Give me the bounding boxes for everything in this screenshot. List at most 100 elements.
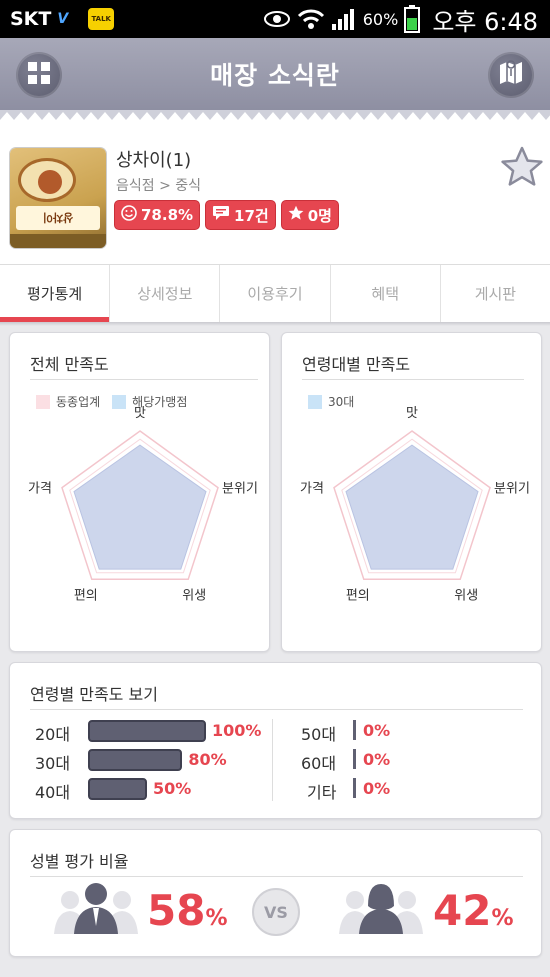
favorite-count-badge: 0명 (280, 200, 339, 230)
eye-icon (263, 9, 291, 29)
age-pct-20s: 100% (212, 721, 262, 740)
store-category: 음식점 > 중식 (116, 178, 202, 194)
legend-item: 30대 (308, 393, 354, 410)
age-pct-other: 0% (363, 779, 391, 798)
age-label-40s: 40대 (35, 783, 71, 802)
card-title: 성별 평가 비율 (30, 852, 129, 871)
card-title: 연령대별 만족도 (302, 355, 411, 374)
radar-axis-label: 맛 (406, 406, 418, 421)
kakaotalk-icon: TALK (88, 8, 115, 30)
card-title: 연령별 만족도 보기 (30, 685, 158, 704)
radar-axis-label: 분위기 (222, 482, 258, 497)
age-pct-50s: 0% (363, 721, 391, 740)
signal-icon (331, 7, 357, 31)
female-percent-unit: % (491, 906, 514, 931)
tab-reviews[interactable]: 이용후기 (220, 265, 331, 322)
legend: 동종업계 해당가맹점 (36, 393, 187, 410)
store-name: 상차이(1) (116, 150, 192, 171)
tab-details[interactable]: 상세정보 (110, 265, 221, 322)
age-pct-30s: 80% (188, 750, 227, 769)
tab-board[interactable]: 게시판 (474, 285, 517, 303)
satisfaction-value: 78.8% (141, 206, 194, 224)
legend-swatch (308, 394, 322, 409)
radar-axis-label: 위생 (182, 588, 206, 603)
age-label-50s: 50대 (301, 725, 337, 744)
age-bar-20s (88, 720, 206, 742)
tabs-shadow (0, 322, 550, 326)
age-label-30s: 30대 (35, 754, 71, 773)
radar-axis-label: 가격 (300, 482, 324, 497)
wifi-icon (297, 7, 325, 31)
age-satisfaction-card: 연령별 만족도 보기 20대 100% 30대 80% 40대 50% 50대 … (9, 662, 542, 819)
page-title: 매장 소식란 (210, 61, 340, 90)
review-count: 17건 (234, 206, 269, 225)
map-icon (498, 60, 524, 90)
legend: 30대 (308, 393, 354, 410)
radar-axis-label: 편의 (74, 588, 98, 603)
favorite-star-button[interactable] (500, 146, 544, 192)
grid-menu-icon (27, 61, 51, 89)
age-bar-other (353, 778, 356, 798)
age-pct-60s: 0% (363, 750, 391, 769)
legend-label: 30대 (328, 395, 355, 409)
radar-axis-label: 분위기 (494, 482, 530, 497)
tab-bar: 평가통계 상세정보 이용후기 혜택 게시판 (0, 264, 550, 322)
vs-badge: VS (252, 888, 300, 936)
age-bar-40s (88, 778, 147, 800)
thumbnail-text: 상차이 (16, 206, 100, 230)
male-percent: 58% (147, 886, 228, 935)
favorite-count: 0명 (307, 206, 332, 225)
smile-icon (121, 205, 137, 225)
app-header: 매장 소식란 (0, 38, 550, 110)
radar-industry-inner (69, 438, 211, 574)
speech-bubble-icon (212, 205, 230, 225)
battery-percent: 60% (362, 9, 399, 29)
review-count-badge: 17건 (205, 200, 276, 230)
grid-menu-button[interactable] (16, 52, 62, 98)
tab-benefits[interactable]: 혜택 (331, 265, 441, 322)
age-label-20s: 20대 (35, 725, 71, 744)
radar-store-area (345, 444, 479, 570)
radar-store-area (73, 444, 207, 570)
carrier-label: SKT (10, 8, 52, 30)
status-bar: SKT V TALK 60% 오후 6:48 (0, 0, 550, 38)
age-bar-30s (88, 749, 183, 771)
card-title: 전체 만족도 (30, 355, 109, 374)
legend-item: 동종업계 (36, 393, 100, 410)
network-badge: V (57, 11, 69, 27)
legend-swatch (36, 394, 50, 409)
legend-item: 해당가맹점 (112, 393, 187, 410)
radar-axis-label: 가격 (28, 482, 52, 497)
store-thumbnail[interactable]: 상차이 (10, 148, 106, 248)
female-percent-value: 42 (433, 886, 492, 935)
age-pct-40s: 50% (153, 779, 192, 798)
radar-axis-label: 맛 (134, 406, 146, 421)
gender-ratio-card: 성별 평가 비율 58% VS 42% (9, 829, 542, 957)
age-bar-60s (353, 749, 356, 769)
battery-icon (404, 5, 421, 33)
radar-axis-label: 편의 (346, 588, 370, 603)
legend-swatch (112, 394, 127, 409)
age-label-other: 기타 (307, 783, 337, 802)
female-percent: 42% (433, 886, 514, 935)
male-percent-value: 58 (147, 886, 206, 935)
star-icon (288, 205, 304, 225)
store-info: 상차이 상차이(1) 음식점 > 중식 78.8% 17건 0명 (0, 128, 550, 264)
age-bar-50s (353, 720, 356, 740)
male-percent-unit: % (205, 906, 228, 931)
legend-label: 해당가맹점 (132, 395, 188, 409)
legend-label: 동종업계 (56, 395, 101, 409)
clock: 오후 6:48 (432, 7, 538, 36)
tab-rating-stats[interactable]: 평가통계 (0, 265, 111, 322)
radar-axis-label: 위생 (454, 588, 478, 603)
satisfaction-badge: 78.8% (114, 200, 201, 230)
male-silhouette-icon (50, 882, 142, 938)
radar-industry-inner (341, 438, 483, 574)
age-label-60s: 60대 (301, 754, 337, 773)
female-silhouette-icon (335, 882, 427, 938)
map-button[interactable] (488, 52, 534, 98)
